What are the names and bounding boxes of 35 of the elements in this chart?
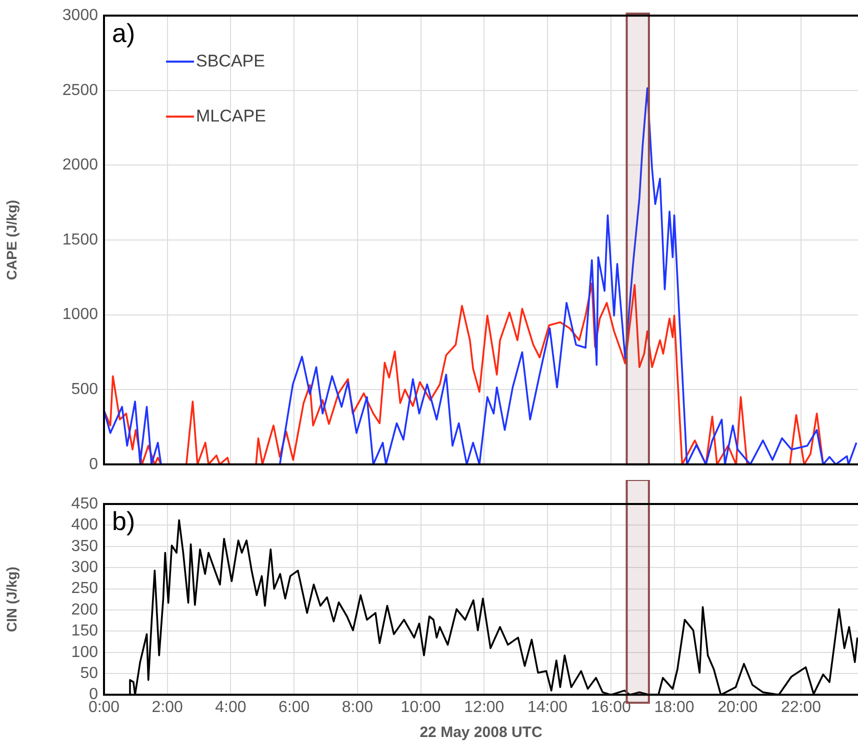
y-tick-label: 400: [71, 516, 98, 534]
x-tick-label: 12:00: [464, 698, 504, 716]
y-tick-label: 50: [80, 665, 98, 682]
y-tick-label: 2000: [62, 156, 98, 174]
y-tick-label: 150: [71, 622, 98, 640]
x-tick-label: 18:00: [654, 698, 694, 716]
x-axis-title: 22 May 2008 UTC: [420, 724, 542, 742]
y-tick-label: 0: [89, 456, 98, 473]
y-tick-label: 500: [71, 381, 98, 398]
x-tick-label: 8:00: [342, 698, 374, 716]
y-tick-label: 250: [71, 580, 98, 598]
x-tick-label: 22:00: [780, 698, 822, 716]
x-tick-label: 16:00: [590, 698, 632, 716]
y-tick-label: 100: [71, 644, 98, 661]
annotation: a): [112, 18, 136, 48]
y-tick-label: 1000: [62, 306, 98, 324]
x-tick-label: 20:00: [718, 698, 758, 716]
legend-label: SBCAPE: [196, 51, 265, 70]
x-tick-label: 10:00: [400, 698, 441, 716]
annotation: b): [112, 506, 136, 536]
y-tick-label: 2500: [62, 82, 98, 99]
y-tick-label: 450: [71, 495, 98, 512]
legend-label: MLCAPE: [196, 106, 266, 126]
x-tick-label: 4:00: [215, 698, 246, 716]
y-tick-label: 1500: [62, 231, 98, 248]
x-tick-label: 0:00: [88, 698, 120, 716]
x-tick-label: 2:00: [152, 698, 184, 716]
y-tick-label: 350: [71, 538, 98, 555]
y-axis-title: CIN (J/kg): [3, 566, 20, 632]
x-tick-label: 6:00: [278, 698, 310, 716]
y-tick-label: 300: [71, 559, 98, 576]
y-tick-label: 3000: [62, 7, 98, 24]
y-tick-label: 200: [71, 601, 98, 618]
y-axis-title: CAPE (J/kg): [3, 200, 20, 280]
x-tick-label: 14:00: [528, 698, 568, 716]
